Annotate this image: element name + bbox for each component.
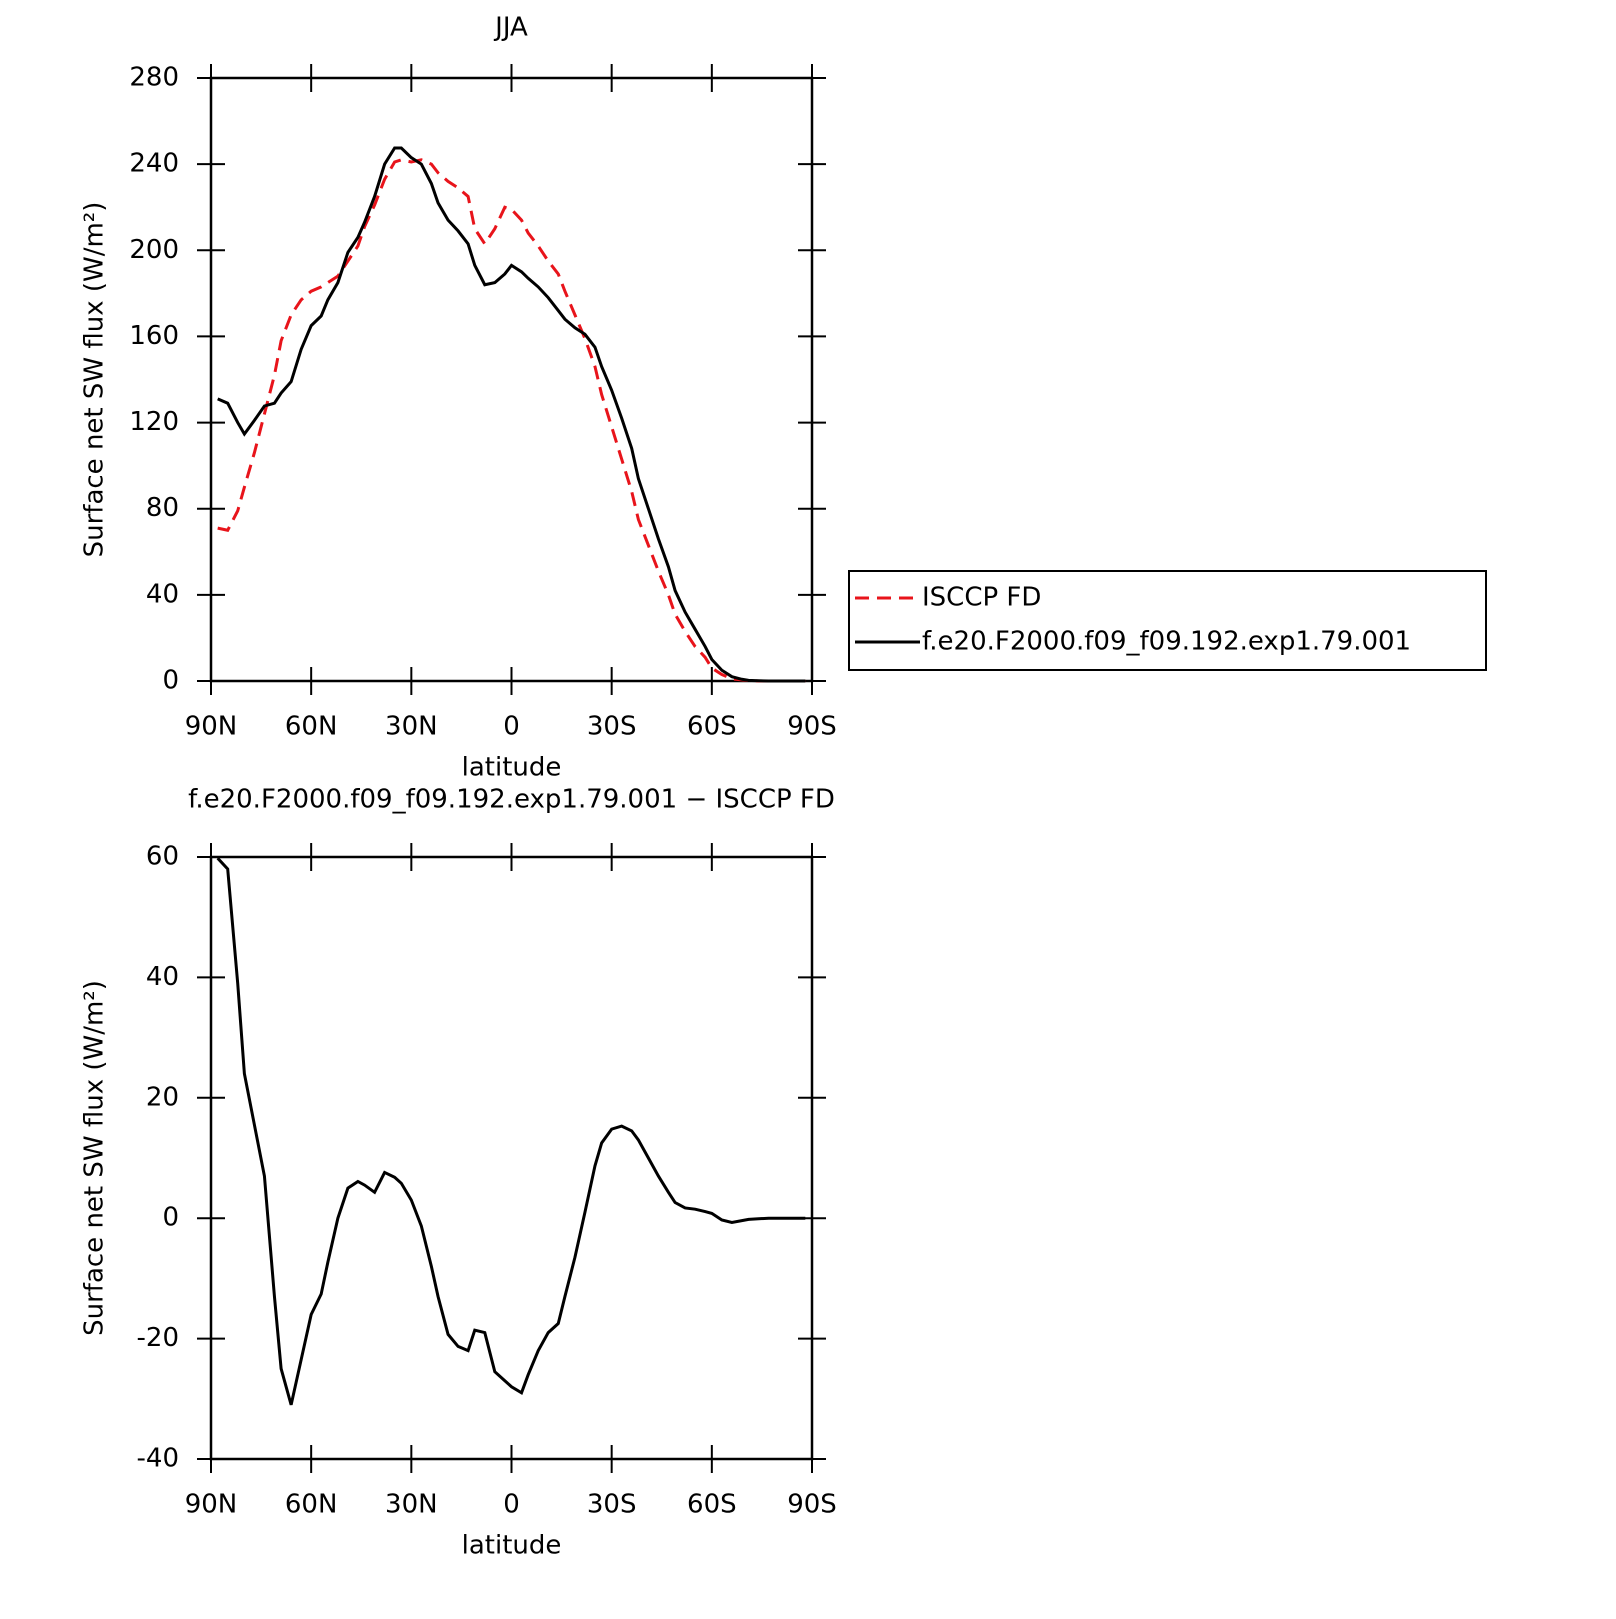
legend-label: f.e20.F2000.f09_f09.192.exp1.79.001 <box>922 627 1411 657</box>
y-tick-label: 80 <box>146 493 179 523</box>
y-tick-label: 280 <box>129 63 179 93</box>
x-tick-label: 90S <box>787 1490 837 1520</box>
legend-box <box>848 570 1487 671</box>
y-tick-label: 60 <box>146 842 179 872</box>
y-tick-label: 40 <box>146 962 179 992</box>
y-tick-label: 20 <box>146 1082 179 1112</box>
x-tick-label: 90N <box>185 712 238 742</box>
y-tick-label: 0 <box>162 1203 179 1233</box>
x-tick-label: 90S <box>787 712 837 742</box>
y-tick-label: -20 <box>137 1323 179 1353</box>
y-tick-label: 160 <box>129 321 179 351</box>
data-line <box>217 146 806 683</box>
x-tick-label: 60S <box>687 712 737 742</box>
y-tick-label: 120 <box>129 407 179 437</box>
x-tick-label: 60S <box>687 1490 737 1520</box>
y-tick-label: 40 <box>146 579 179 609</box>
chart-title: JJA <box>493 13 528 43</box>
y-tick-label: 200 <box>129 235 179 265</box>
x-tick-label: 30S <box>587 1490 637 1520</box>
y-axis-label: Surface net SW flux (W/m²) <box>80 202 110 558</box>
x-tick-label: 30N <box>385 712 438 742</box>
x-tick-label: 90N <box>185 1490 238 1520</box>
y-tick-label: 0 <box>162 666 179 696</box>
x-tick-label: 0 <box>503 712 520 742</box>
y-axis-label: Surface net SW flux (W/m²) <box>80 980 110 1336</box>
x-tick-label: 30N <box>385 1490 438 1520</box>
plot-frame <box>209 855 814 1461</box>
y-tick-label: 240 <box>129 149 179 179</box>
x-tick-label: 60N <box>285 1490 338 1520</box>
data-line <box>217 158 806 683</box>
plot-frame <box>209 76 814 683</box>
x-tick-label: 30S <box>587 712 637 742</box>
y-tick-label: -40 <box>137 1444 179 1474</box>
legend-label: ISCCP FD <box>922 583 1041 613</box>
x-axis-label: latitude <box>462 753 562 783</box>
x-axis-label: latitude <box>462 1531 562 1561</box>
chart-title: f.e20.F2000.f09_f09.192.exp1.79.001 − IS… <box>188 785 835 815</box>
x-tick-label: 60N <box>285 712 338 742</box>
data-line <box>216 857 806 1406</box>
x-tick-label: 0 <box>503 1490 520 1520</box>
